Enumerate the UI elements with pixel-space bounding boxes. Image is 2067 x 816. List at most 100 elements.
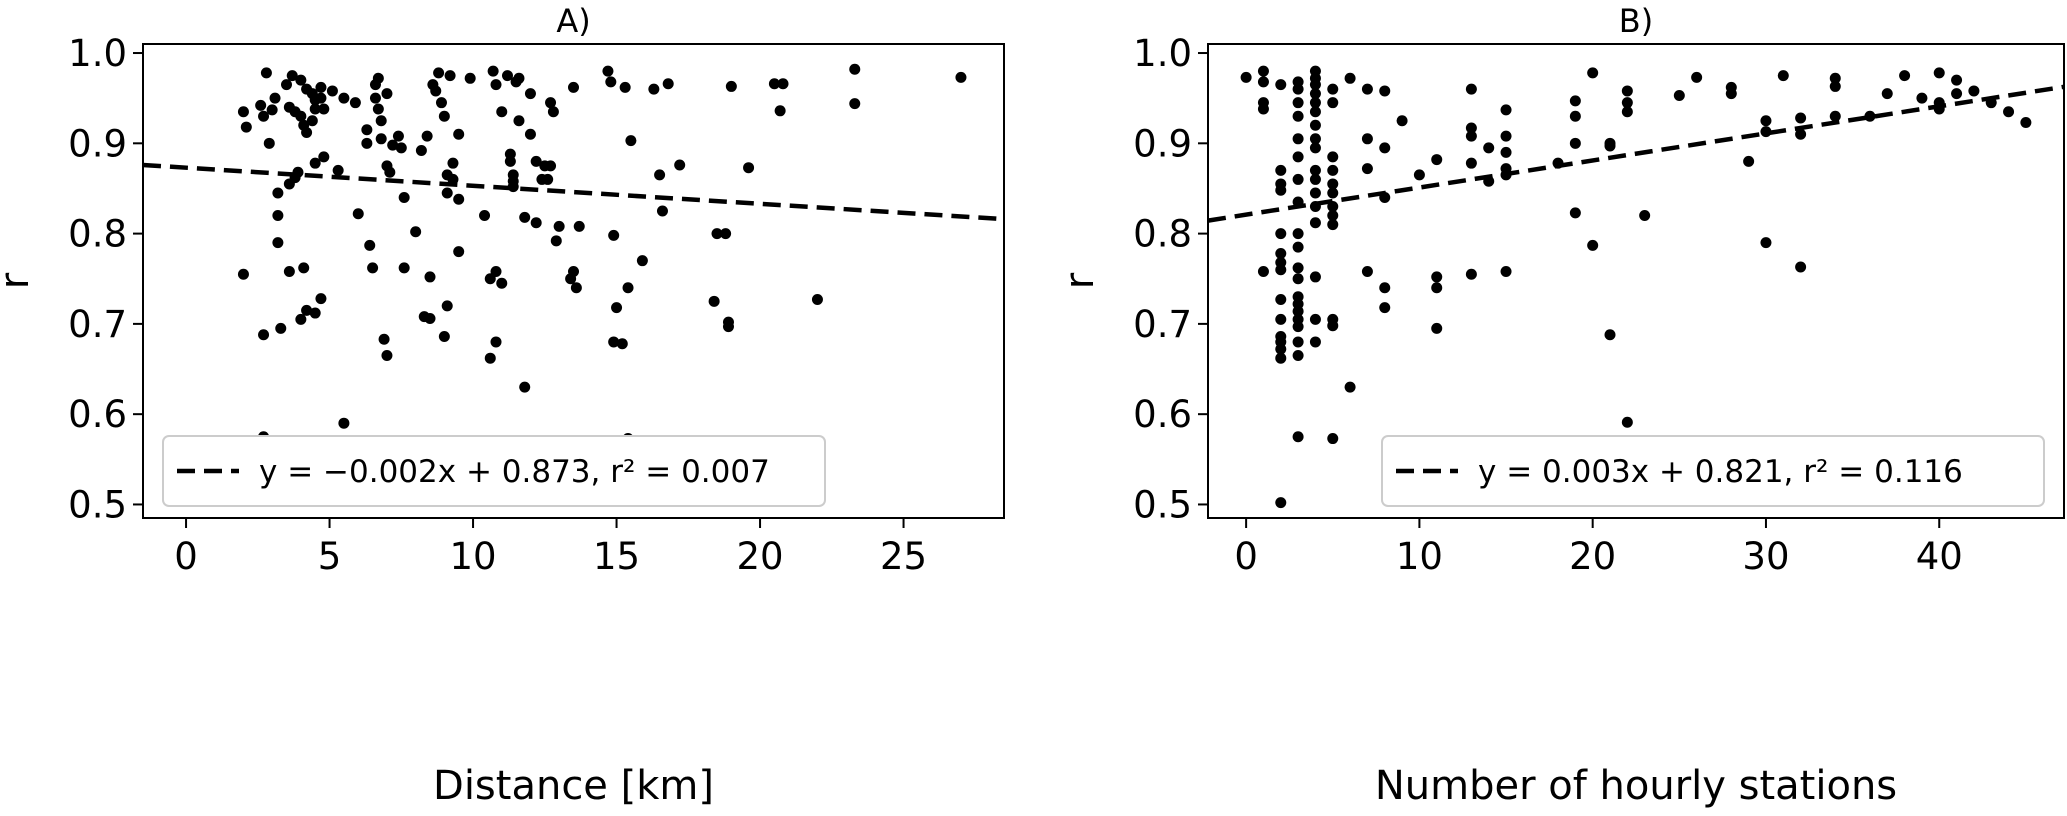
data-point [1309, 142, 1321, 154]
data-point [1309, 164, 1321, 176]
x-tick-label: 5 [318, 535, 342, 578]
data-point [315, 81, 327, 93]
data-point [453, 193, 465, 205]
data-point [777, 78, 789, 90]
data-point [2003, 106, 2015, 118]
data-point [573, 220, 585, 232]
data-point [479, 210, 491, 222]
x-tick-label: 15 [593, 535, 640, 578]
data-point [1292, 173, 1304, 185]
data-point [1569, 137, 1581, 149]
data-point [1777, 70, 1789, 82]
data-point [237, 106, 249, 118]
data-point [298, 262, 310, 274]
y-tick-label: 0.8 [1133, 213, 1192, 256]
y-tick-label: 0.8 [68, 213, 127, 256]
data-point [1500, 146, 1512, 158]
data-point [1292, 262, 1304, 274]
data-point [272, 187, 284, 199]
data-point [708, 295, 720, 307]
data-point [255, 99, 267, 111]
panel-title: B) [1619, 2, 1653, 40]
data-point [1327, 97, 1339, 109]
data-point [283, 266, 295, 278]
data-point [381, 349, 393, 361]
data-point [774, 105, 786, 117]
data-point [553, 220, 565, 232]
data-point [1933, 67, 1945, 79]
data-point [1327, 210, 1339, 222]
panel-b: B) 0 10 20 30 40 0.5 0.6 0.7 0.8 0.9 1.0 Number of h… [1057, 2, 2065, 809]
data-point [1292, 151, 1304, 163]
y-tick-label: 1.0 [68, 32, 127, 75]
data-point [1292, 336, 1304, 348]
data-point [1327, 219, 1339, 231]
data-point [1344, 381, 1356, 393]
data-point [1621, 416, 1633, 428]
data-point [1465, 130, 1477, 142]
data-point [1275, 343, 1287, 355]
data-point [1309, 79, 1321, 91]
data-point [1292, 431, 1304, 443]
data-point [1309, 88, 1321, 100]
data-point [1500, 130, 1512, 142]
data-point [1379, 142, 1391, 154]
data-point [1292, 133, 1304, 145]
data-point [1465, 157, 1477, 169]
data-point [398, 191, 410, 203]
data-point [352, 208, 364, 220]
data-point [1413, 169, 1425, 181]
data-point [258, 110, 270, 122]
data-point [283, 178, 295, 190]
data-point [1275, 228, 1287, 240]
data-point [1327, 151, 1339, 163]
data-point [1795, 261, 1807, 273]
data-point [364, 239, 376, 251]
data-point [1292, 241, 1304, 253]
data-point [1587, 239, 1599, 251]
data-point [570, 282, 582, 294]
data-point [286, 70, 298, 82]
data-point [1361, 163, 1373, 175]
data-point [275, 322, 287, 334]
data-point [1292, 83, 1304, 95]
data-point [1275, 184, 1287, 196]
data-point [301, 304, 313, 316]
data-point [1743, 155, 1755, 167]
panel-a: A) 0 5 10 15 20 25 0.5 0.6 0.7 0.8 0.9 1.0 Distance [… [0, 2, 1005, 809]
plot-frame [142, 43, 1005, 519]
data-point [395, 142, 407, 154]
data-point [1500, 266, 1512, 278]
data-point [1899, 70, 1911, 82]
data-point [338, 417, 350, 429]
data-point [263, 137, 275, 149]
data-point [1309, 106, 1321, 118]
data-point [1829, 80, 1841, 92]
data-point [1361, 83, 1373, 95]
data-point [648, 83, 660, 95]
data-point [1379, 85, 1391, 97]
data-point [430, 85, 442, 97]
data-point [272, 237, 284, 249]
x-axis-label: Number of hourly stations [1375, 763, 1897, 809]
data-point [608, 336, 620, 348]
data-point [447, 157, 459, 169]
legend-label: y = −0.002x + 0.873, r² = 0.007 [259, 454, 770, 490]
y-tick-label: 0.9 [1133, 122, 1192, 165]
data-point [464, 72, 476, 84]
data-point [519, 381, 531, 393]
data-point [602, 65, 614, 77]
x-axis-label: Distance [km] [433, 763, 714, 809]
x-tick-label: 40 [1916, 535, 1963, 578]
data-point [490, 266, 502, 278]
data-point [438, 331, 450, 343]
data-point [1309, 336, 1321, 348]
data-point [622, 282, 634, 294]
data-point [315, 293, 327, 305]
data-point [849, 98, 861, 110]
data-point [258, 329, 270, 341]
data-point [1344, 72, 1356, 84]
data-point [1604, 140, 1616, 152]
data-point [1569, 95, 1581, 107]
data-point [1309, 313, 1321, 325]
